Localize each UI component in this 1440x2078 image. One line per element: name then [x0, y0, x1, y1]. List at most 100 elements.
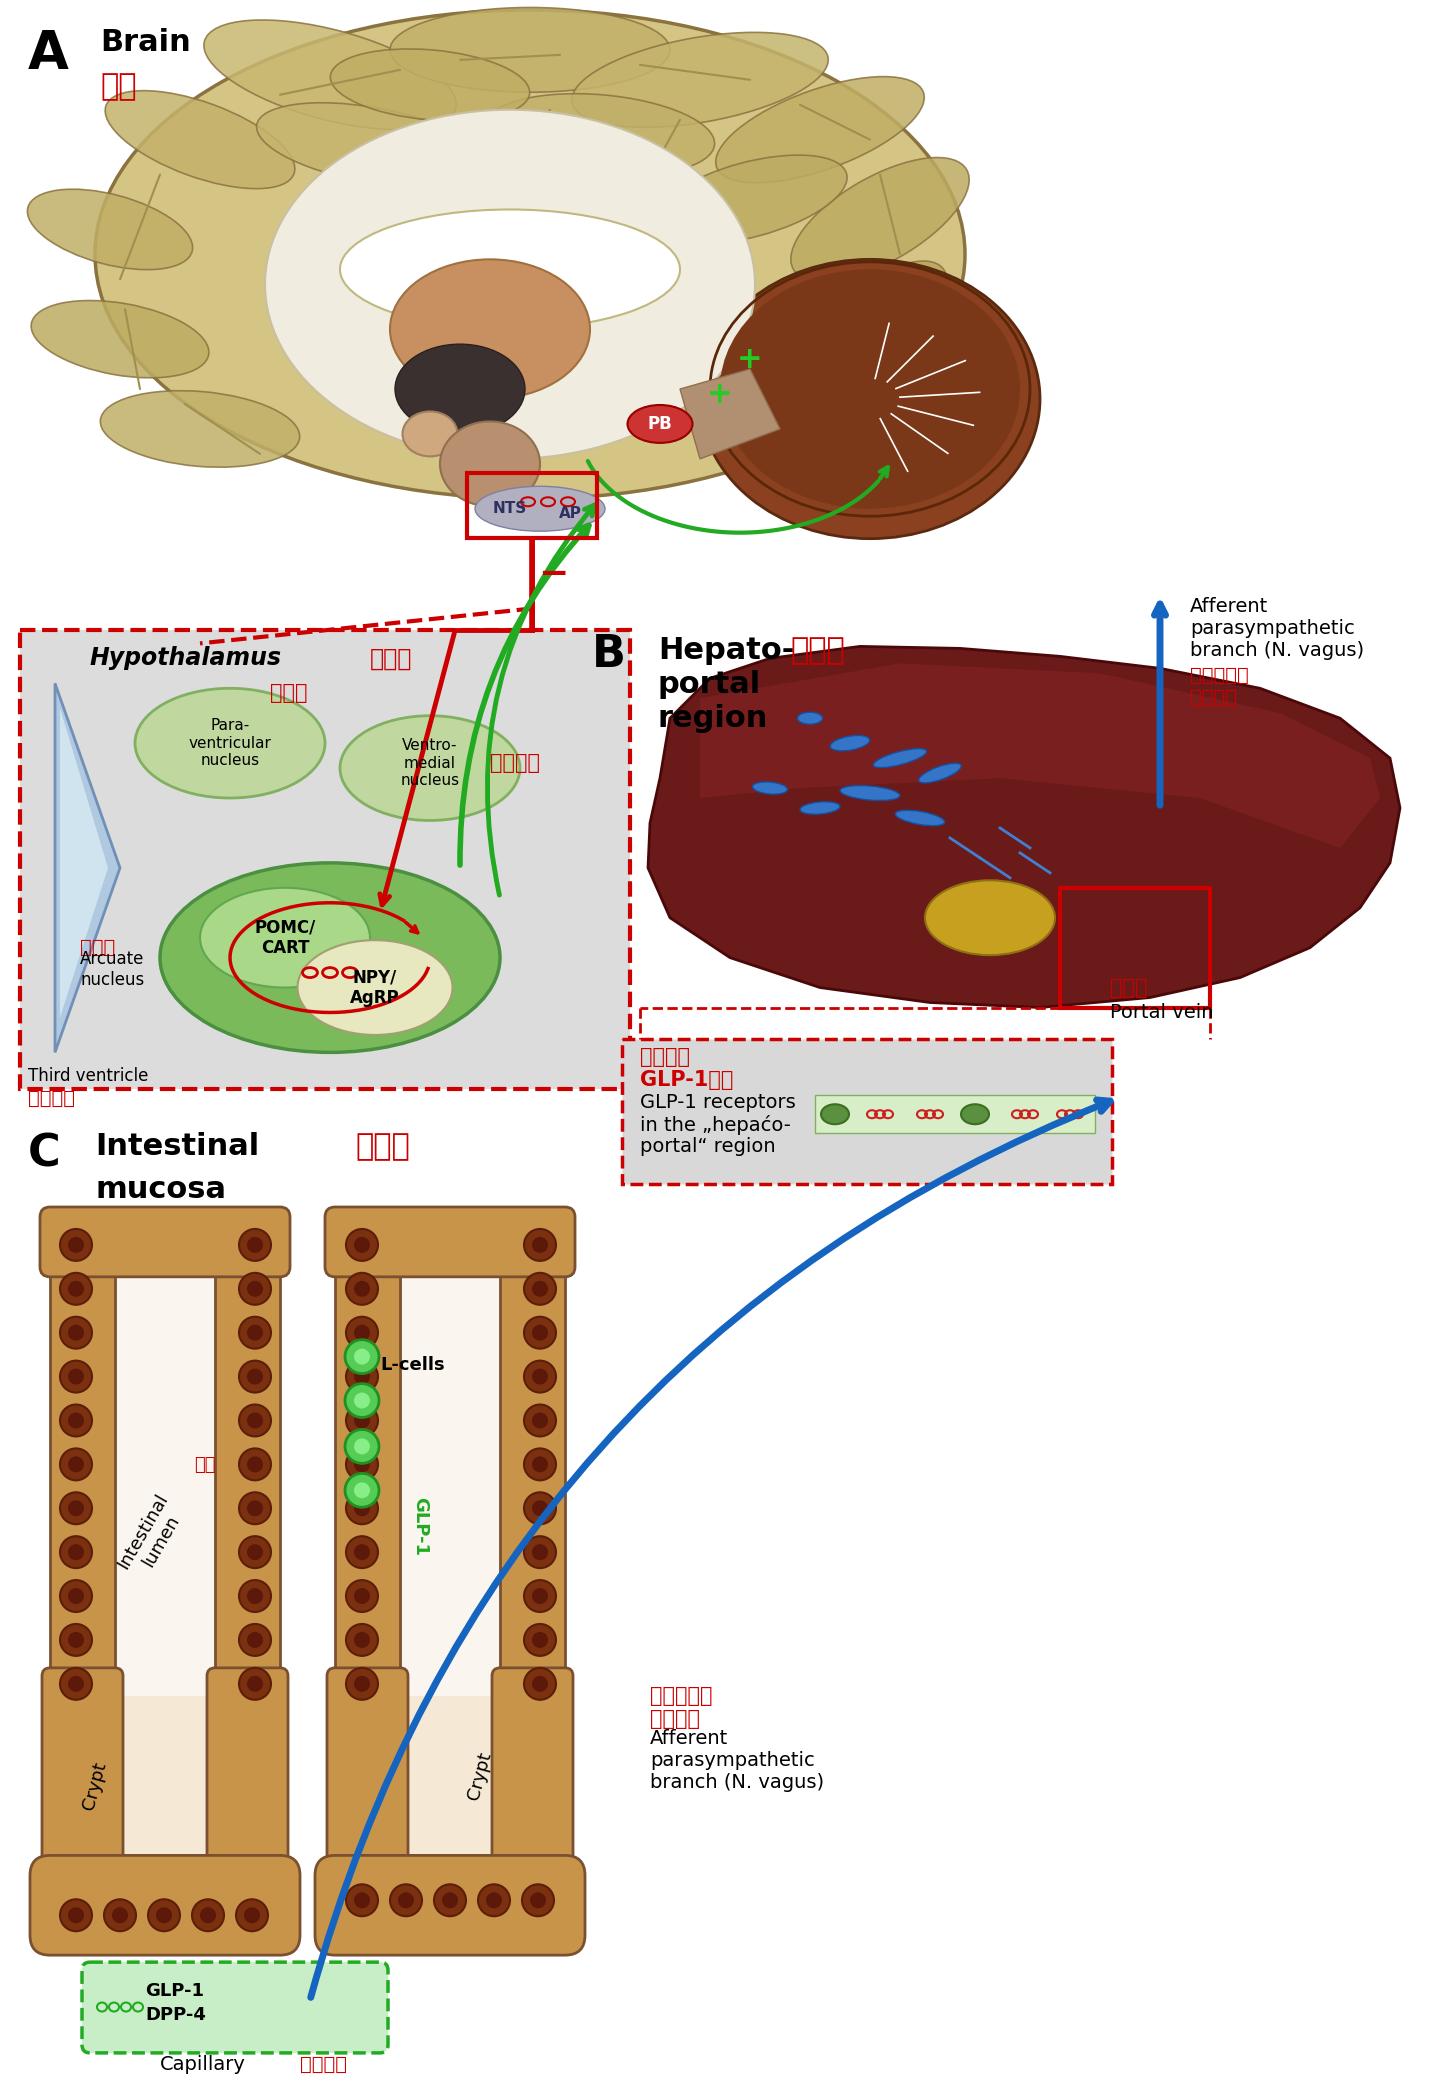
FancyBboxPatch shape	[315, 1856, 585, 1955]
Circle shape	[60, 1899, 92, 1930]
Circle shape	[68, 1631, 84, 1648]
Circle shape	[346, 1625, 377, 1656]
Text: DPP-4: DPP-4	[145, 2005, 206, 2024]
Circle shape	[68, 1588, 84, 1604]
Circle shape	[68, 1413, 84, 1428]
Circle shape	[442, 1893, 458, 1908]
Text: A: A	[27, 27, 69, 79]
Text: +: +	[737, 345, 763, 374]
Ellipse shape	[95, 10, 965, 499]
Polygon shape	[700, 663, 1380, 848]
Circle shape	[248, 1500, 264, 1517]
Circle shape	[524, 1274, 556, 1305]
Circle shape	[68, 1675, 84, 1691]
Ellipse shape	[791, 158, 969, 281]
Circle shape	[531, 1324, 549, 1340]
Text: 传入副交感
神经分支: 传入副交感 神经分支	[649, 1685, 713, 1729]
Circle shape	[524, 1405, 556, 1436]
Circle shape	[524, 1625, 556, 1656]
Text: GLP-1: GLP-1	[410, 1496, 429, 1556]
Text: Para-
ventricular
nucleus: Para- ventricular nucleus	[189, 719, 271, 769]
Ellipse shape	[716, 77, 924, 183]
Circle shape	[200, 1908, 216, 1924]
Ellipse shape	[840, 785, 900, 800]
Circle shape	[248, 1236, 264, 1253]
Text: +: +	[707, 380, 733, 409]
Ellipse shape	[441, 422, 540, 507]
Text: Capillary: Capillary	[160, 2055, 246, 2074]
Ellipse shape	[753, 781, 788, 794]
Circle shape	[531, 1280, 549, 1297]
Ellipse shape	[135, 688, 325, 798]
Circle shape	[346, 1536, 377, 1569]
Ellipse shape	[101, 391, 300, 468]
Circle shape	[346, 1228, 377, 1261]
Polygon shape	[55, 684, 120, 1051]
Circle shape	[248, 1631, 264, 1648]
Circle shape	[60, 1579, 92, 1613]
Bar	[467, 474, 598, 538]
Text: 下丘脑: 下丘脑	[370, 646, 412, 671]
Circle shape	[531, 1413, 549, 1428]
Circle shape	[346, 1317, 377, 1349]
Circle shape	[239, 1536, 271, 1569]
Bar	[215, 1226, 279, 1696]
Circle shape	[248, 1369, 264, 1384]
Circle shape	[346, 1579, 377, 1613]
Ellipse shape	[340, 210, 680, 328]
Ellipse shape	[485, 94, 714, 177]
Text: PB: PB	[648, 416, 672, 432]
Bar	[815, 1095, 1094, 1133]
FancyBboxPatch shape	[20, 630, 631, 1089]
Circle shape	[354, 1349, 370, 1365]
Circle shape	[354, 1631, 370, 1648]
Bar	[500, 1226, 564, 1696]
Circle shape	[60, 1228, 92, 1261]
Circle shape	[354, 1500, 370, 1517]
Text: 门静脉: 门静脉	[1110, 977, 1148, 997]
Bar	[115, 1696, 215, 1924]
Circle shape	[60, 1448, 92, 1480]
Circle shape	[239, 1405, 271, 1436]
Circle shape	[68, 1908, 84, 1924]
Circle shape	[390, 1885, 422, 1916]
Circle shape	[487, 1893, 503, 1908]
Circle shape	[531, 1544, 549, 1561]
Ellipse shape	[793, 262, 948, 397]
Circle shape	[531, 1588, 549, 1604]
Text: 传入副交感
神经分支: 传入副交感 神经分支	[1189, 667, 1248, 707]
Circle shape	[354, 1236, 370, 1253]
Text: Afferent
parasympathetic
branch (N. vagus): Afferent parasympathetic branch (N. vagu…	[1189, 596, 1364, 659]
Circle shape	[68, 1500, 84, 1517]
Circle shape	[60, 1492, 92, 1525]
Bar	[400, 1696, 500, 1906]
Text: 大脑: 大脑	[99, 73, 137, 102]
Ellipse shape	[390, 8, 670, 91]
Text: 肠粘膜: 肠粘膜	[356, 1133, 410, 1162]
Polygon shape	[115, 1226, 215, 1696]
Circle shape	[346, 1473, 379, 1507]
Circle shape	[524, 1361, 556, 1392]
Ellipse shape	[798, 713, 822, 725]
Ellipse shape	[628, 405, 693, 443]
Text: Arcuate
nucleus: Arcuate nucleus	[81, 950, 144, 989]
Text: NTS: NTS	[492, 501, 527, 515]
Circle shape	[521, 1885, 554, 1916]
Ellipse shape	[32, 301, 209, 378]
Ellipse shape	[874, 748, 926, 767]
Text: L-cells: L-cells	[380, 1355, 445, 1374]
Circle shape	[68, 1369, 84, 1384]
Text: mucosa: mucosa	[95, 1174, 226, 1203]
Bar	[622, 1039, 1112, 1184]
Ellipse shape	[700, 260, 1040, 538]
Circle shape	[236, 1899, 268, 1930]
Circle shape	[531, 1236, 549, 1253]
Ellipse shape	[801, 802, 840, 815]
Ellipse shape	[204, 21, 456, 129]
Circle shape	[346, 1669, 377, 1700]
Circle shape	[60, 1317, 92, 1349]
Text: 肝门区的: 肝门区的	[639, 1047, 690, 1068]
FancyBboxPatch shape	[207, 1669, 288, 1903]
Text: C: C	[27, 1133, 60, 1176]
Circle shape	[346, 1274, 377, 1305]
